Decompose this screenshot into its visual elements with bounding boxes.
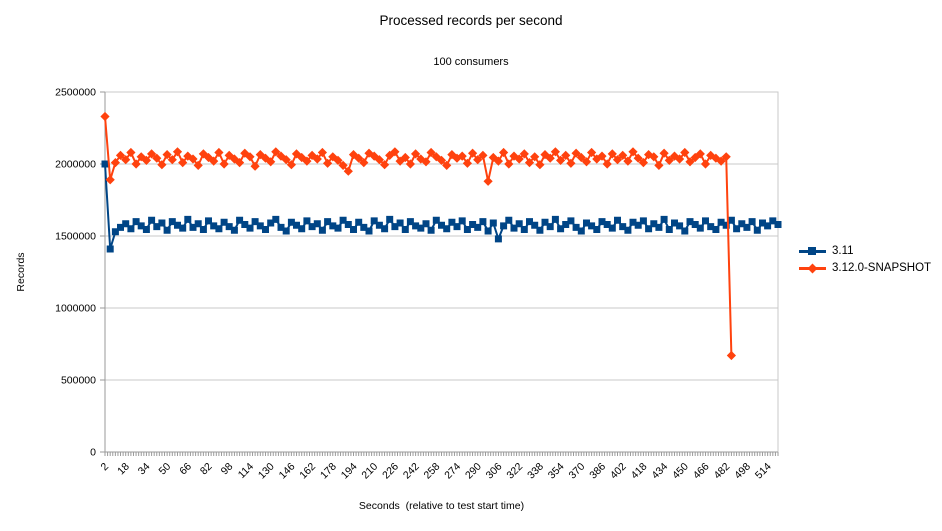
x-tick-label: 66 <box>177 461 194 478</box>
x-tick-label: 418 <box>629 461 650 482</box>
x-tick-label: 370 <box>567 461 588 482</box>
x-tick-label: 274 <box>442 461 463 482</box>
x-tick-label: 194 <box>339 461 360 482</box>
x-tick-label: 290 <box>463 461 484 482</box>
x-tick-label: 2 <box>99 461 112 474</box>
x-tick-label: 18 <box>115 461 132 478</box>
x-tick-label: 322 <box>504 461 525 482</box>
legend-label: 3.11 <box>832 245 854 257</box>
y-tick-label: 2500000 <box>55 87 96 99</box>
x-tick-label: 146 <box>277 461 298 482</box>
x-tick-label: 34 <box>136 461 153 478</box>
legend-marker-diamond-icon <box>799 263 826 273</box>
x-tick-label: 386 <box>587 461 608 482</box>
y-tick-label: 500000 <box>61 375 96 387</box>
x-axis-title: Seconds (relative to test start time) <box>358 500 525 512</box>
x-tick-label: 466 <box>691 461 712 482</box>
y-tick-label: 2000000 <box>55 159 96 171</box>
x-tick-label: 258 <box>422 461 443 482</box>
x-tick-label: 50 <box>156 461 173 478</box>
x-tick-label: 210 <box>359 461 380 482</box>
x-tick-label: 450 <box>670 461 691 482</box>
x-tick-label: 514 <box>753 461 774 482</box>
legend-label: 3.12.0-SNAPSHOT <box>832 262 932 274</box>
legend-item-3-12-0-snapshot: 3.12.0-SNAPSHOT <box>799 260 931 276</box>
x-tick-label: 226 <box>380 461 401 482</box>
x-tick-label: 402 <box>608 461 629 482</box>
x-tick-label: 178 <box>318 461 339 482</box>
series-markers-3-11 <box>101 160 782 253</box>
x-tick-label: 242 <box>401 461 422 482</box>
chart-title: Processed records per second <box>379 13 563 28</box>
x-tick-label: 130 <box>256 461 277 482</box>
legend-item-3-11: 3.11 <box>799 243 931 259</box>
plot-border <box>104 91 779 453</box>
y-tick-label: 0 <box>90 447 96 459</box>
x-tick-label: 482 <box>711 461 732 482</box>
chart-subtitle: 100 consumers <box>433 56 509 68</box>
x-tick-label: 338 <box>525 461 546 482</box>
x-tick-label: 162 <box>297 461 318 482</box>
y-tick-label: 1000000 <box>55 303 96 315</box>
x-tick-label: 354 <box>546 461 567 482</box>
x-tick-label: 82 <box>198 461 215 478</box>
x-tick-label: 114 <box>236 461 256 481</box>
x-tick-label: 498 <box>732 461 753 482</box>
legend-marker-square-icon <box>799 246 826 256</box>
y-tick-label: 1500000 <box>55 231 96 243</box>
chart-legend: 3.11 3.12.0-SNAPSHOT <box>799 243 931 276</box>
x-tick-label: 306 <box>484 461 505 482</box>
x-tick-label: 434 <box>649 461 670 482</box>
x-tick-label: 98 <box>219 461 236 478</box>
